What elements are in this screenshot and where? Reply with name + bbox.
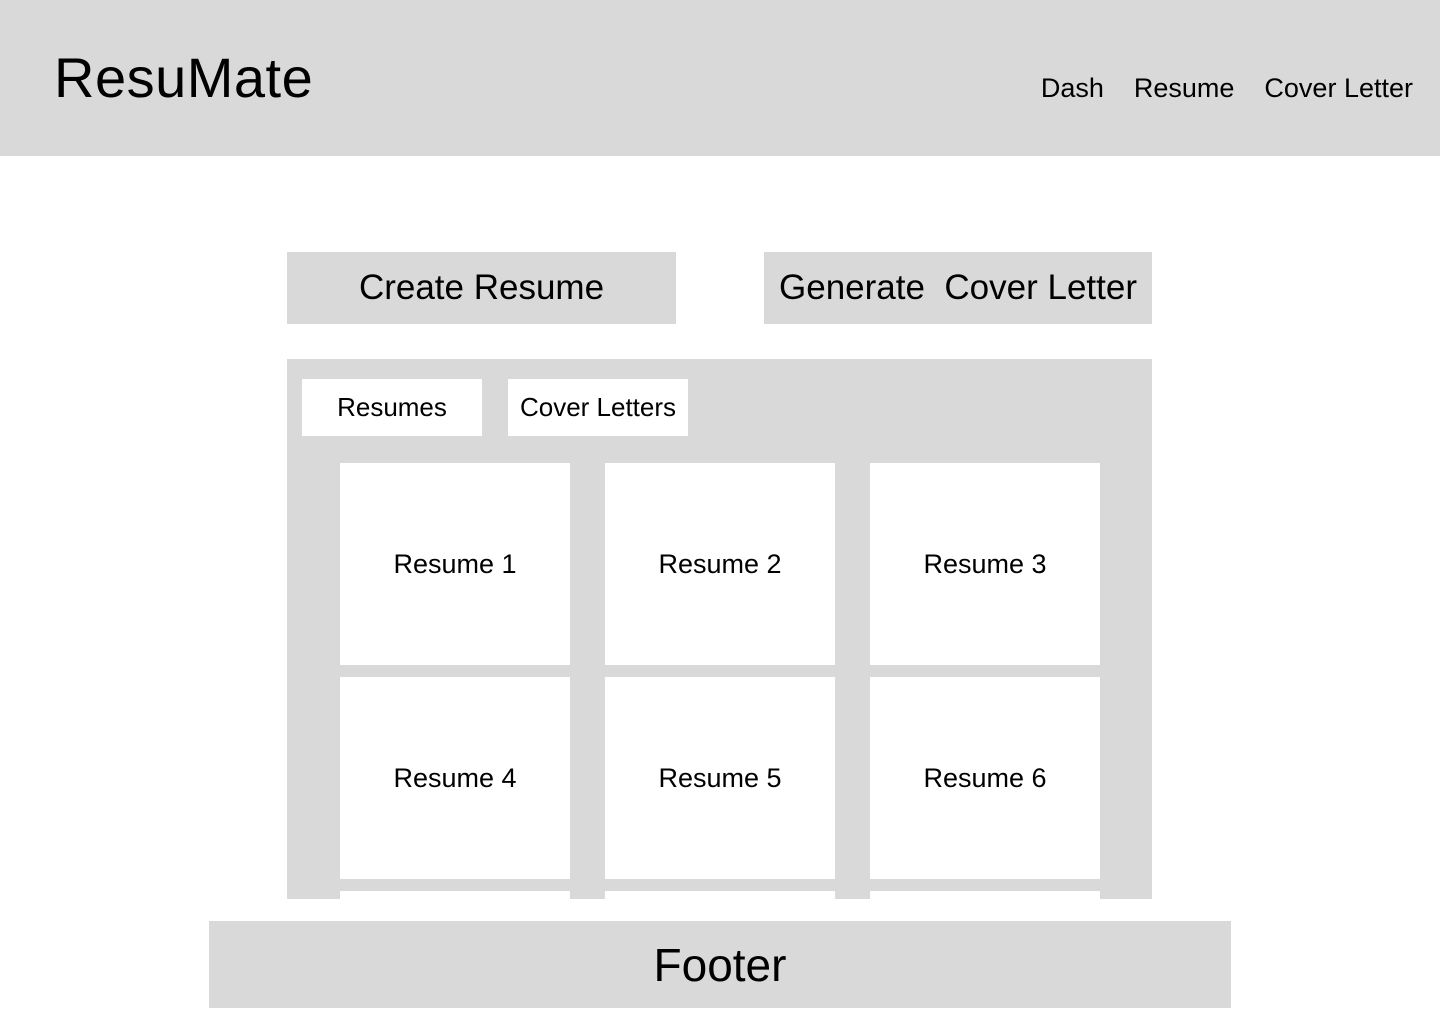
documents-panel: Resumes Cover Letters Resume 1 Resume 2 …: [287, 359, 1152, 899]
app-header: ResuMate Dash Resume Cover Letter: [0, 0, 1440, 156]
app-logo[interactable]: ResuMate: [54, 46, 314, 109]
resume-card-partial[interactable]: [605, 891, 835, 899]
tab-resumes[interactable]: Resumes: [302, 379, 482, 436]
page-footer: Footer: [209, 921, 1231, 1008]
generate-cover-letter-button[interactable]: Generate Cover Letter: [764, 252, 1152, 324]
nav-item-dash[interactable]: Dash: [1040, 73, 1104, 103]
resume-card[interactable]: Resume 2: [605, 463, 835, 665]
create-resume-button[interactable]: Create Resume: [287, 252, 676, 324]
resume-card-partial[interactable]: [340, 891, 570, 899]
resume-card[interactable]: Resume 3: [870, 463, 1100, 665]
resume-card[interactable]: Resume 4: [340, 677, 570, 879]
top-nav: Dash Resume Cover Letter: [1041, 70, 1413, 106]
resume-card[interactable]: Resume 5: [605, 677, 835, 879]
nav-item-cover-letter[interactable]: Cover Letter: [1264, 73, 1413, 103]
resume-card-partial[interactable]: [870, 891, 1100, 899]
resume-card[interactable]: Resume 6: [870, 677, 1100, 879]
nav-item-resume[interactable]: Resume: [1133, 73, 1235, 103]
resume-card[interactable]: Resume 1: [340, 463, 570, 665]
tab-cover-letters[interactable]: Cover Letters: [508, 379, 688, 436]
